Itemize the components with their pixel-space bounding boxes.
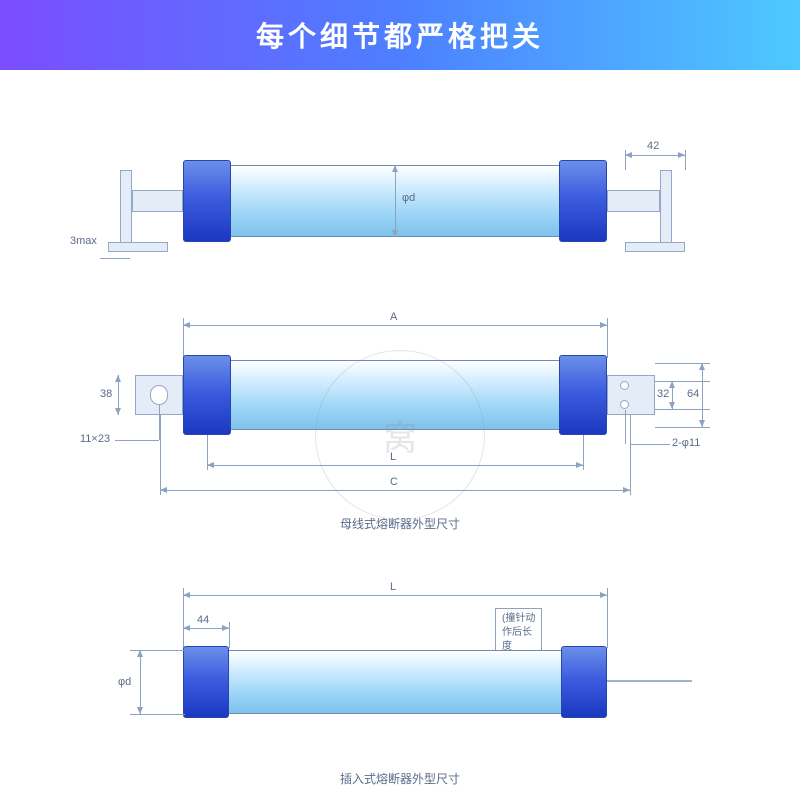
- fig3-cap-right: [561, 646, 607, 718]
- arrow-icon: [669, 381, 675, 388]
- fig2-dim-A-line: [183, 325, 607, 326]
- fig2-terminal-right: [607, 375, 655, 415]
- arrow-icon: [699, 363, 705, 370]
- fig3-striker: [607, 680, 692, 682]
- fig1-cap-left: [183, 160, 231, 242]
- arrow-icon: [623, 487, 630, 493]
- arrow-icon: [183, 625, 190, 631]
- fig2-cap-left: [183, 355, 231, 435]
- banner-text: 每个细节都严格把关: [256, 15, 544, 55]
- fig1-bracket-left-v: [120, 170, 132, 250]
- fig1-bracket-right-v: [660, 170, 672, 250]
- banner: 每个细节都严格把关: [0, 0, 800, 70]
- fig2-leader-2p11v: [625, 410, 626, 444]
- fig1-dim-3max: 3max: [70, 235, 97, 247]
- fig1-bracket-right-h: [625, 242, 685, 252]
- arrow-icon: [669, 402, 675, 409]
- arrow-icon: [678, 152, 685, 158]
- fig1-dim-42-line: [625, 155, 685, 156]
- fig2-dim-64-line: [702, 363, 703, 427]
- fig1-dim-phid: φd: [402, 192, 415, 204]
- fig3-dim-L: L: [390, 581, 396, 593]
- arrow-icon: [207, 462, 214, 468]
- fig3-cap-left: [183, 646, 229, 718]
- fig3-dim-L-line: [183, 595, 607, 596]
- fig2-leader-1123: [115, 440, 159, 441]
- fig3-ext-pd2: [130, 714, 185, 715]
- fig1-dim-42: 42: [647, 140, 659, 152]
- fig2-extC1: [160, 415, 161, 495]
- fig2-dim-A: A: [390, 311, 397, 323]
- fig2-hole-r2: [620, 400, 629, 409]
- arrow-icon: [183, 322, 190, 328]
- fig3-dim-44: 44: [197, 614, 209, 626]
- fig1-dim-phid-line: [395, 165, 396, 237]
- fig1-dim-3max-line: [100, 258, 130, 259]
- fig1-bracket-left-h: [108, 242, 168, 252]
- fig3-dim-pd-line: [140, 650, 141, 714]
- arrow-icon: [600, 592, 607, 598]
- fig2-cap-right: [559, 355, 607, 435]
- arrow-icon: [625, 152, 632, 158]
- fig2-label-1123: 11×23: [80, 433, 110, 445]
- fig3-ext441: [229, 622, 230, 648]
- fig1-cap-right: [559, 160, 607, 242]
- fig2-leader-2p11: [630, 444, 670, 445]
- fig2-dim-38: 38: [100, 388, 112, 400]
- fig2-extL2: [583, 435, 584, 470]
- arrow-icon: [137, 707, 143, 714]
- arrow-icon: [115, 375, 121, 382]
- fig3-caption: 插入式熔断器外型尺寸: [340, 770, 460, 787]
- fig2-dim-32: 32: [657, 388, 669, 400]
- arrow-icon: [222, 625, 229, 631]
- arrow-icon: [576, 462, 583, 468]
- fig1-stub-right: [607, 190, 660, 212]
- fig3-tube: [195, 650, 595, 714]
- fig2-ext-r4: [655, 427, 710, 428]
- fig1-ext2: [685, 150, 686, 170]
- fig2-extC2: [630, 415, 631, 495]
- fig1-stub-left: [132, 190, 183, 212]
- fig3-extL2: [607, 588, 608, 648]
- fig2-dim-64: 64: [687, 388, 699, 400]
- watermark-text: 窝: [383, 411, 417, 460]
- arrow-icon: [183, 592, 190, 598]
- arrow-icon: [392, 230, 398, 237]
- arrow-icon: [160, 487, 167, 493]
- fig2-slot-left: [150, 385, 168, 405]
- arrow-icon: [137, 650, 143, 657]
- arrow-icon: [600, 322, 607, 328]
- fig2-hole-r1: [620, 381, 629, 390]
- arrow-icon: [392, 165, 398, 172]
- arrow-icon: [115, 408, 121, 415]
- watermark: 窝: [315, 350, 485, 520]
- arrow-icon: [699, 420, 705, 427]
- diagram-content: φd 3max 42 A 38: [0, 70, 800, 800]
- fig3-dim-pd: φd: [118, 676, 131, 688]
- fig2-extA2: [607, 318, 608, 358]
- fig2-label-2p11: 2-φ11: [672, 437, 700, 449]
